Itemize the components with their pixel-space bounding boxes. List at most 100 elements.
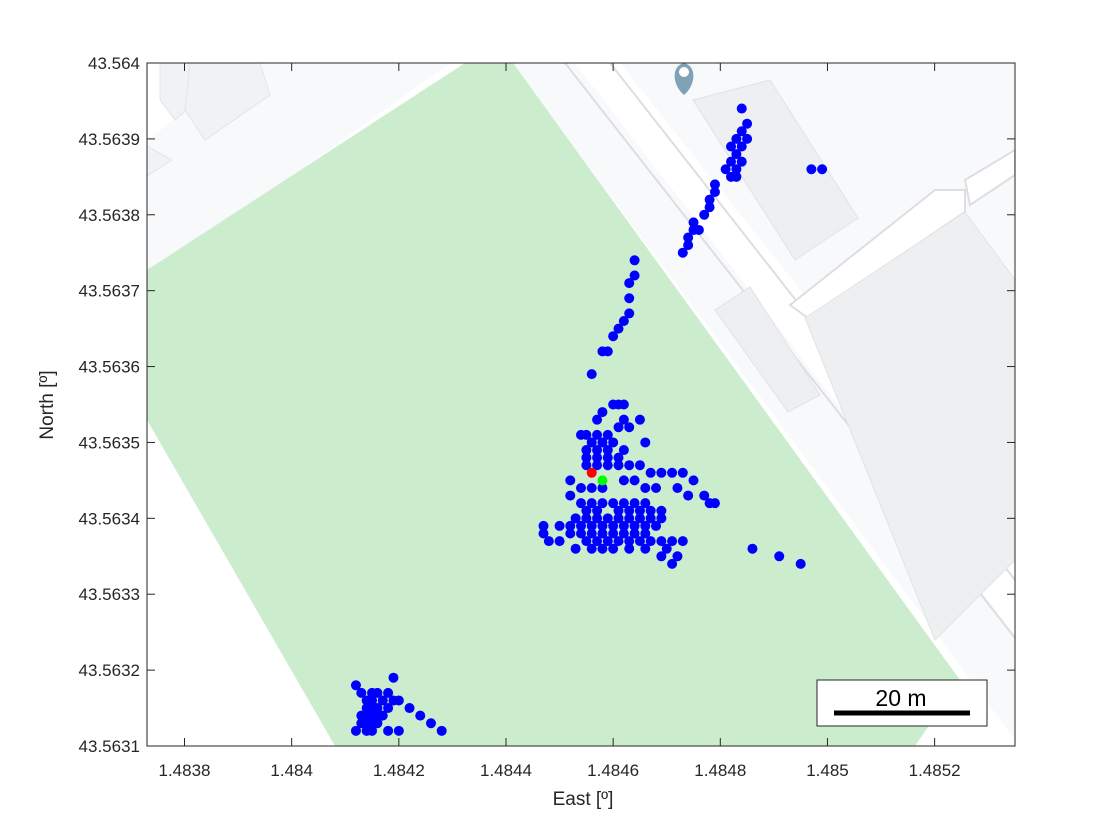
blue-point [388, 672, 399, 683]
blue-point [640, 437, 651, 448]
blue-point [795, 558, 806, 569]
scale-bar-label: 20 m [875, 685, 926, 711]
y-axis-label: North [º] [37, 370, 58, 439]
blue-point [618, 316, 629, 327]
blue-point [592, 429, 603, 440]
blue-point [576, 520, 586, 531]
blue-point [726, 141, 737, 152]
y-tick-label: 43.5634 [79, 509, 140, 528]
blue-point [747, 543, 758, 554]
blue-point [415, 710, 426, 721]
blue-point [361, 703, 372, 714]
building-se [804, 211, 1015, 641]
blue-point [629, 498, 640, 509]
blue-point [629, 528, 640, 539]
blue-point [565, 528, 576, 539]
blue-point [656, 513, 667, 524]
map-pin-hole [679, 67, 689, 77]
blue-point [565, 490, 576, 501]
blue-point [597, 407, 608, 418]
blue-point [720, 164, 731, 175]
blue-point [667, 467, 678, 478]
data-points [350, 103, 828, 736]
blue-point [677, 467, 688, 478]
green-point [597, 475, 608, 486]
blue-point [377, 710, 388, 721]
x-tick-label: 1.485 [806, 761, 849, 780]
blue-point [640, 498, 651, 509]
blue-point [581, 460, 592, 471]
x-axis-label: East [º] [553, 789, 614, 810]
blue-point [592, 513, 603, 524]
blue-point [586, 543, 597, 554]
blue-point [613, 460, 624, 471]
y-tick-label: 43.564 [88, 54, 140, 73]
blue-point [736, 156, 747, 167]
blue-point [350, 680, 361, 691]
blue-point [645, 513, 656, 524]
blue-point [592, 536, 603, 547]
blue-point [731, 164, 742, 175]
blue-point [608, 528, 619, 539]
blue-point [586, 498, 597, 509]
blue-point [586, 437, 597, 448]
blue-point [425, 718, 436, 729]
blue-point [645, 505, 656, 516]
blue-point [640, 482, 651, 493]
blue-point [597, 437, 608, 448]
blue-point [736, 141, 747, 152]
blue-point [661, 543, 672, 554]
blue-point [683, 232, 694, 243]
y-tick-label: 43.5633 [79, 585, 140, 604]
blue-point [699, 209, 710, 220]
blue-point [383, 725, 394, 736]
blue-point [367, 687, 378, 698]
blue-point [356, 718, 367, 729]
blue-point [608, 543, 619, 554]
blue-point [629, 520, 640, 531]
blue-point [672, 482, 683, 493]
blue-point [640, 543, 651, 554]
blue-point [350, 725, 361, 736]
blue-point [581, 452, 592, 463]
blue-point [538, 528, 549, 539]
blue-point [592, 414, 603, 425]
blue-point [602, 429, 613, 440]
map-background [147, 63, 1015, 746]
blue-point [704, 498, 715, 509]
y-tick-label: 43.5639 [79, 130, 140, 149]
x-tick-label: 1.4846 [587, 761, 639, 780]
blue-point [570, 513, 581, 524]
blue-point [618, 475, 629, 486]
blue-point [404, 703, 415, 714]
blue-point [736, 103, 747, 114]
building-w [147, 145, 173, 177]
blue-point [693, 224, 704, 235]
blue-point [726, 156, 737, 167]
scale-bar-box [816, 679, 988, 727]
blue-point [613, 422, 624, 433]
blue-point [618, 498, 629, 509]
building-e [714, 286, 821, 413]
blue-point [699, 490, 710, 501]
blue-point [624, 505, 635, 516]
blue-point [624, 422, 635, 433]
blue-point [538, 520, 549, 531]
blue-point [543, 536, 554, 547]
blue-point [618, 445, 629, 456]
plot-frame [146, 62, 1016, 747]
x-tick-label: 1.4852 [909, 761, 961, 780]
blue-point [624, 278, 635, 289]
blue-point [634, 536, 645, 547]
blue-point [586, 528, 597, 539]
blue-point [576, 429, 586, 440]
blue-point [736, 126, 747, 137]
blue-point [393, 695, 404, 706]
blue-point [806, 164, 817, 175]
y-tick-label: 43.5637 [79, 282, 140, 301]
blue-point [709, 187, 720, 198]
y-tick-label: 43.5631 [79, 737, 140, 756]
blue-point [608, 498, 619, 509]
blue-point [624, 293, 635, 304]
